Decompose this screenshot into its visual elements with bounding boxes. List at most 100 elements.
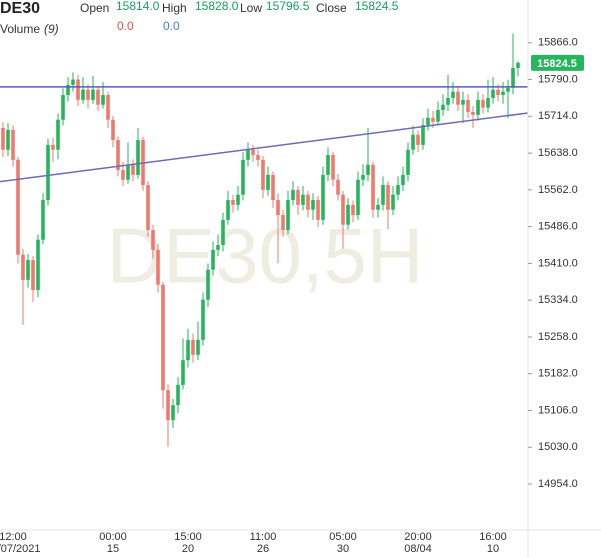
volume-value: 0.0 [163, 19, 180, 33]
candle-body [191, 339, 195, 355]
y-tick-label: 15866.0 [538, 37, 578, 49]
open-value: 15814.0 [116, 0, 160, 13]
open-label: Open [80, 1, 109, 15]
candle-body [361, 174, 365, 180]
candle-body [186, 339, 190, 361]
x-tick-label: 00:00 [99, 531, 127, 543]
candle-body [116, 140, 120, 171]
last-price-box [531, 54, 584, 71]
candle-body [401, 174, 405, 186]
candle-body [456, 91, 460, 105]
candle-body [46, 144, 50, 201]
plot [0, 33, 529, 447]
candle-body [111, 119, 115, 141]
candle-body [436, 110, 440, 122]
candle-body [211, 249, 215, 270]
candle-body [201, 299, 205, 340]
candle-body [341, 194, 345, 225]
candle-body [26, 260, 30, 280]
y-tick-label: 15562.0 [538, 184, 578, 196]
candle-body [66, 84, 70, 96]
x-date-label: 10 [487, 543, 499, 555]
y-tick-label: 15106.0 [538, 404, 578, 416]
candle-body [196, 339, 200, 355]
candle-body [206, 269, 210, 300]
candle-body [296, 189, 300, 205]
x-tick-label: 16:00 [479, 531, 507, 543]
x-tick-label: 20:00 [404, 531, 432, 543]
x-tick-label: 05:00 [329, 531, 357, 543]
candle-body [121, 170, 125, 180]
candle-body [371, 164, 375, 210]
candle-body [86, 89, 90, 100]
candle-body [156, 249, 160, 285]
candle-body [406, 149, 410, 175]
candle-body [376, 204, 380, 210]
y-tick-label: 15638.0 [538, 147, 578, 159]
candle-body [236, 194, 240, 205]
candle-body [96, 89, 100, 105]
candle-body [351, 204, 355, 216]
candle-body [216, 245, 220, 250]
candle-body [81, 89, 85, 100]
candle-body [491, 89, 495, 98]
candle-body [11, 129, 15, 160]
candle-body [411, 134, 415, 150]
candle-body [246, 149, 250, 160]
candle-body [256, 155, 260, 160]
candle-body [71, 79, 75, 85]
y-tick-label: 15030.0 [538, 441, 578, 453]
candle-body [466, 99, 470, 112]
volume-label: Volume [0, 22, 40, 36]
candle-body [61, 95, 65, 120]
candle-body [501, 91, 505, 96]
x-date-label: 07/07/2021 [0, 543, 41, 555]
candle-body [481, 99, 485, 108]
y-tick-label: 15182.0 [538, 368, 578, 380]
x-tick-label: 11:00 [250, 531, 277, 543]
candle-body [176, 384, 180, 406]
candle-body [286, 200, 290, 231]
candle-body [21, 254, 25, 280]
candle-body [251, 149, 255, 156]
candle-body [461, 99, 465, 105]
candle-body [51, 144, 55, 150]
high-value: 15828.0 [195, 0, 239, 13]
candle-body [416, 134, 420, 145]
high-label: High [162, 1, 187, 15]
y-tick-label: 15410.0 [538, 257, 578, 269]
candle-body [326, 155, 330, 175]
candle-body [311, 200, 315, 210]
candle-body [451, 91, 455, 98]
candle-body [446, 97, 450, 105]
x-date-label: 30 [337, 543, 349, 555]
close-value: 15824.5 [355, 0, 399, 13]
candle-body [421, 125, 425, 145]
candle-body [101, 95, 105, 105]
x-tick-label: 12:00 [0, 531, 27, 543]
candle-body [261, 159, 265, 190]
candle-body [181, 360, 185, 385]
candle-body [316, 200, 320, 220]
candle-body [136, 140, 140, 175]
candle-body [321, 174, 325, 220]
candle-body [386, 185, 390, 210]
x-date-label: 15 [107, 543, 119, 555]
candle-body [426, 117, 430, 126]
candle-body [366, 164, 370, 175]
candle-body [506, 87, 510, 92]
candle-body [36, 239, 40, 291]
low-label: Low [240, 1, 262, 15]
candle-body [266, 174, 270, 190]
candle-body [241, 159, 245, 195]
candle-body [281, 215, 285, 231]
candle-body [431, 117, 435, 122]
y-tick-label: 15258.0 [538, 331, 578, 343]
candle-body [126, 164, 130, 180]
candle-body [511, 67, 515, 88]
candle-body [516, 62, 520, 68]
candle-body [496, 89, 500, 96]
y-tick-label: 15714.0 [538, 110, 578, 122]
candle-body [231, 200, 235, 205]
